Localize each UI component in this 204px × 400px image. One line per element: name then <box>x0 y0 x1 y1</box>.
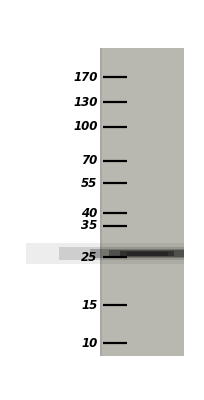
Text: 25: 25 <box>81 251 98 264</box>
Bar <box>100 45 102 359</box>
Text: 70: 70 <box>81 154 98 167</box>
Text: 15: 15 <box>81 299 98 312</box>
Text: 55: 55 <box>81 177 98 190</box>
Text: 170: 170 <box>73 71 98 84</box>
Text: 35: 35 <box>81 219 98 232</box>
Bar <box>120 251 174 256</box>
Bar <box>90 249 204 258</box>
Text: 100: 100 <box>73 120 98 134</box>
Text: 40: 40 <box>81 207 98 220</box>
Text: 130: 130 <box>73 96 98 109</box>
Bar <box>100 45 185 359</box>
Bar <box>59 247 204 260</box>
Bar <box>21 244 204 264</box>
Bar <box>109 250 185 257</box>
Text: 10: 10 <box>81 337 98 350</box>
Bar <box>127 252 168 256</box>
